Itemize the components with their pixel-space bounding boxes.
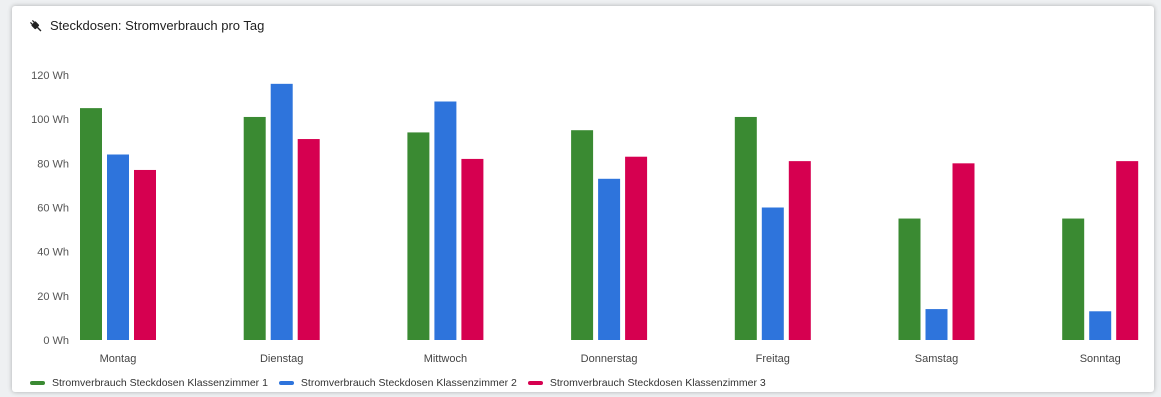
bar-freitag-series-1[interactable] — [734, 116, 757, 340]
bar-samstag-series-2[interactable] — [925, 309, 948, 340]
bar-samstag-series-3[interactable] — [952, 163, 975, 340]
y-tick-label: 0 Wh — [43, 335, 69, 347]
legend-swatch — [527, 381, 543, 385]
legend-swatch — [30, 381, 45, 385]
y-tick-label: 80 Wh — [37, 158, 69, 170]
legend-item-series-1[interactable]: Stromverbrauch Steckdosen Klassenzimmer … — [30, 377, 268, 389]
x-tick-label: Donnerstag — [581, 353, 638, 365]
x-tick-label: Montag — [100, 353, 137, 365]
x-tick-label: Sonntag — [1080, 353, 1121, 365]
bar-freitag-series-3[interactable] — [788, 161, 811, 340]
bar-mittwoch-series-1[interactable] — [407, 132, 430, 340]
chart-title: Steckdosen: Stromverbrauch pro Tag — [50, 18, 265, 33]
bar-donnerstag-series-1[interactable] — [571, 130, 594, 340]
legend-label: Stromverbrauch Steckdosen Klassenzimmer … — [549, 377, 766, 389]
bar-sonntag-series-2[interactable] — [1089, 311, 1112, 340]
y-tick-label: 100 Wh — [31, 114, 69, 126]
legend-swatch — [278, 381, 294, 385]
bar-montag-series-2[interactable] — [107, 154, 129, 341]
y-tick-label: 20 Wh — [37, 291, 69, 303]
legend-item-series-2[interactable]: Stromverbrauch Steckdosen Klassenzimmer … — [278, 377, 517, 389]
x-tick-label: Dienstag — [260, 353, 303, 365]
bar-dienstag-series-2[interactable] — [270, 83, 293, 340]
bar-montag-series-1[interactable] — [80, 108, 102, 340]
bar-montag-series-3[interactable] — [134, 169, 156, 340]
bar-mittwoch-series-2[interactable] — [434, 101, 457, 341]
legend-label: Stromverbrauch Steckdosen Klassenzimmer … — [52, 377, 268, 389]
y-tick-label: 120 Wh — [31, 70, 69, 82]
bar-mittwoch-series-3[interactable] — [461, 158, 484, 340]
y-tick-label: 60 Wh — [37, 203, 69, 215]
x-tick-label: Samstag — [915, 353, 958, 365]
bar-donnerstag-series-3[interactable] — [625, 156, 648, 340]
bar-sonntag-series-1[interactable] — [1062, 218, 1085, 340]
chart-legend: Stromverbrauch Steckdosen Klassenzimmer … — [30, 377, 777, 389]
card-header: Steckdosen: Stromverbrauch pro Tag — [29, 18, 264, 33]
bar-donnerstag-series-2[interactable] — [598, 178, 621, 340]
chart-card: Steckdosen: Stromverbrauch pro Tag 0 Wh 2… — [12, 6, 1154, 392]
legend-label: Stromverbrauch Steckdosen Klassenzimmer … — [300, 377, 517, 389]
x-tick-label: Freitag — [756, 353, 790, 365]
bar-sonntag-series-3[interactable] — [1116, 161, 1139, 340]
legend-item-series-3[interactable]: Stromverbrauch Steckdosen Klassenzimmer … — [527, 377, 766, 389]
power-plug-icon — [29, 19, 42, 31]
bar-samstag-series-1[interactable] — [898, 218, 921, 340]
y-tick-label: 40 Wh — [37, 247, 69, 259]
bar-dienstag-series-3[interactable] — [297, 139, 320, 340]
x-tick-label: Mittwoch — [424, 353, 467, 365]
bar-dienstag-series-1[interactable] — [243, 116, 266, 340]
bar-freitag-series-2[interactable] — [761, 207, 784, 341]
bar-chart: 0 Wh 20 Wh 40 Wh 60 Wh 80 Wh 100 Wh 120 Wh Mont… — [31, 70, 1139, 365]
